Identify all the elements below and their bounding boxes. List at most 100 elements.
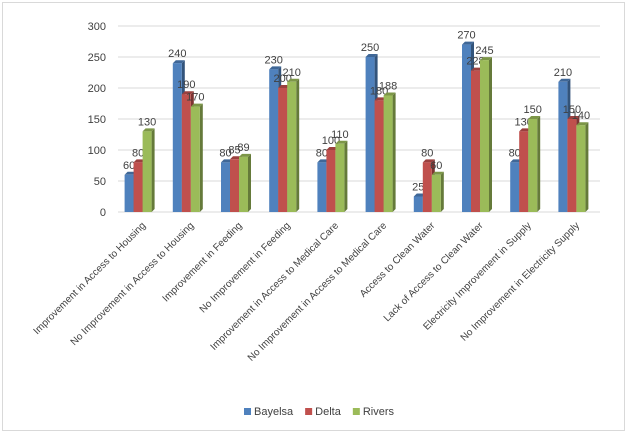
y-tick-label: 250 [88,52,106,64]
bar-top [181,91,194,95]
bar-face [269,69,279,213]
bar-face [326,150,336,212]
data-label: 230 [265,54,283,66]
bar-side [489,57,492,212]
bar-side [537,116,541,212]
data-label: 188 [379,80,397,92]
bar-top [269,66,282,70]
bar-face [278,88,288,212]
bar-rivers [576,122,589,212]
bar-side [248,153,251,212]
chart-frame [2,2,625,431]
bar-face [567,119,577,212]
y-tick-label: 300 [88,21,106,33]
bar-top [190,103,203,107]
bar-side [344,140,348,212]
bar-rivers [431,171,444,212]
bar-face [317,162,327,212]
data-label: 130 [515,116,533,128]
legend-swatch-delta [305,408,313,415]
bar-face [190,106,200,212]
bar-top [142,128,155,132]
y-tick-label: 200 [88,83,106,95]
y-tick-label: 0 [100,207,106,219]
data-label: 150 [563,104,581,116]
bar-face [480,60,489,212]
bar-face [335,143,345,212]
data-label: 140 [572,110,590,122]
bar-face [519,131,529,212]
bar-top [528,116,541,119]
bar-face [422,162,432,212]
data-label: 210 [283,67,301,79]
data-label: 85 [228,144,240,156]
data-label: 89 [237,142,249,154]
data-label: 240 [168,48,186,60]
bar-face [287,81,297,212]
bar-side [585,122,589,212]
bar-side [440,171,444,212]
bar-top [335,140,348,144]
data-label: 80 [509,147,521,159]
bar-face [431,174,441,212]
bar-face [576,125,586,212]
y-tick-label: 150 [88,114,106,126]
data-label: 25 [412,182,424,194]
legend-label: Delta [315,406,342,418]
data-label: 80 [421,147,433,159]
data-label: 210 [554,67,572,79]
bar-rivers [142,128,155,212]
data-label: 180 [370,85,388,97]
bar-top [480,57,492,61]
bar-top [462,41,474,45]
bar-face [383,95,393,212]
bar-top [567,116,580,119]
bar-top [287,78,300,82]
bar-side [151,128,155,212]
bar-top [383,92,396,96]
legend-swatch-bayelsa [244,408,251,415]
bar-face [239,156,248,212]
bar-rivers [528,116,541,212]
bar-face [374,100,384,212]
bar-face [558,81,568,212]
bar-face [510,162,520,212]
data-label: 190 [177,79,195,91]
bar-top [365,54,378,57]
x-tick-label: Lack of Access to Clean Water [382,220,486,324]
legend-label: Rivers [363,406,395,418]
data-label: 80 [132,147,144,159]
bar-top [431,171,444,175]
data-label: 170 [186,92,204,104]
bar-face [221,162,230,212]
data-label: 110 [331,129,349,141]
bar-face [471,70,480,212]
bar-rivers [239,153,251,212]
bar-face [142,131,152,212]
bar-rivers [287,78,300,212]
bar-top [172,60,185,64]
data-label: 130 [138,116,156,128]
bar-face [528,119,538,212]
bar-top [422,159,435,163]
bar-top [576,122,589,126]
bar-face [230,159,239,212]
bar-side [296,78,300,212]
bar-face [365,57,375,212]
x-tick-label: No Improvement in Feeding [198,220,293,315]
bar-face [124,174,134,212]
y-tick-label: 100 [88,145,106,157]
bar-rivers [480,57,492,212]
bar-face [172,63,182,213]
bar-face [181,94,191,212]
bar-side [392,92,396,212]
bar-rivers [335,140,348,212]
x-tick-label: Improvement in Feeding [161,220,245,304]
data-label: 150 [524,104,542,116]
data-label: 250 [361,42,379,54]
bar-rivers [190,103,203,212]
bar-face [413,196,423,212]
bar-rivers [383,92,396,212]
bar-top [558,78,571,82]
